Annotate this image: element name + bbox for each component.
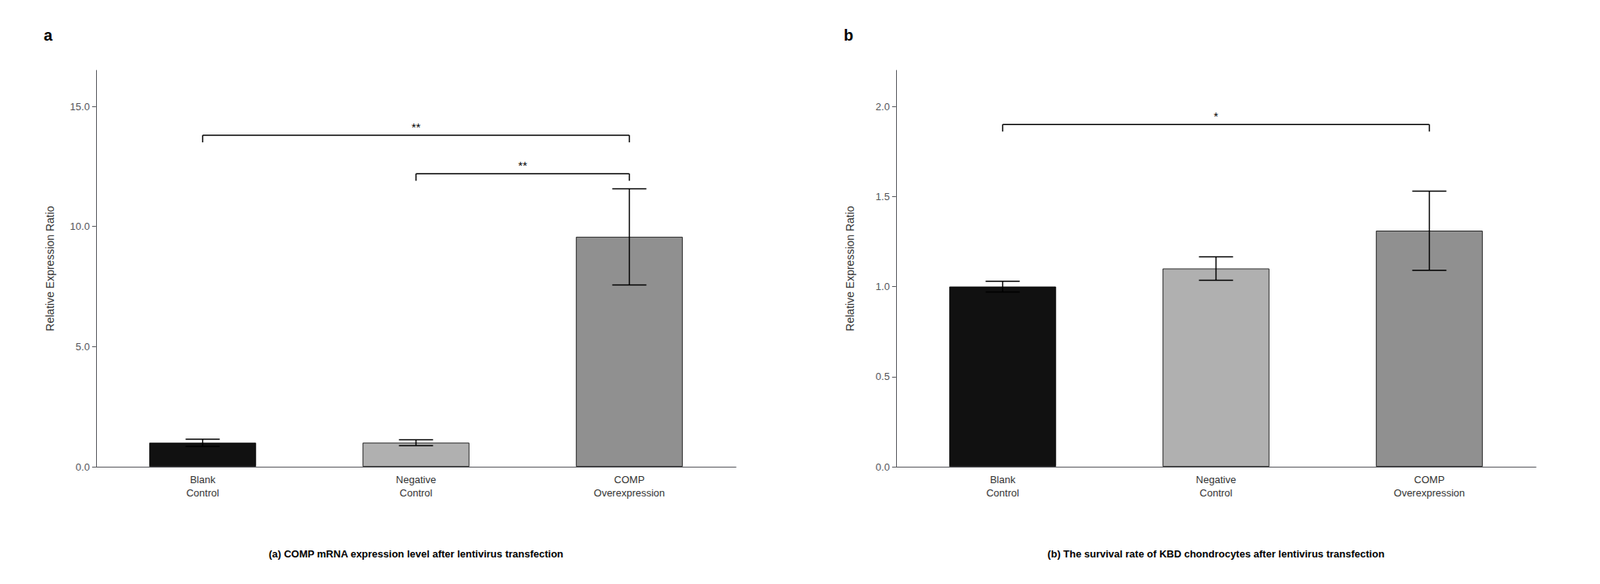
svg-text:2.0: 2.0: [875, 100, 890, 113]
svg-text:0.5: 0.5: [875, 370, 890, 383]
svg-text:5.0: 5.0: [75, 340, 90, 353]
svg-text:0.0: 0.0: [75, 460, 90, 473]
svg-text:COMP: COMP: [614, 473, 645, 486]
svg-text:(b) The survival rate of KBD c: (b) The survival rate of KBD chondrocyte…: [1047, 547, 1385, 560]
svg-text:Negative: Negative: [396, 473, 436, 486]
svg-text:0.0: 0.0: [875, 460, 890, 473]
svg-text:Negative: Negative: [1196, 473, 1236, 486]
svg-text:Control: Control: [985, 486, 1019, 499]
svg-text:b: b: [843, 26, 854, 44]
svg-text:10.0: 10.0: [70, 220, 90, 233]
svg-text:**: **: [411, 120, 422, 134]
svg-text:*: *: [1214, 109, 1219, 123]
svg-text:Relative Expression Ratio: Relative Expression Ratio: [43, 205, 57, 332]
svg-text:a: a: [43, 26, 54, 44]
svg-text:**: **: [517, 158, 528, 172]
svg-text:1.0: 1.0: [875, 280, 890, 293]
svg-text:Relative Expression Ratio: Relative Expression Ratio: [843, 205, 857, 332]
svg-text:Blank: Blank: [189, 473, 216, 486]
svg-text:Overexpression: Overexpression: [1393, 486, 1465, 499]
svg-text:(a) COMP mRNA expression level: (a) COMP mRNA expression level after len…: [268, 547, 564, 560]
svg-text:1.5: 1.5: [875, 190, 890, 203]
svg-text:Overexpression: Overexpression: [593, 486, 665, 499]
svg-text:Control: Control: [185, 486, 219, 499]
svg-text:COMP: COMP: [1414, 473, 1445, 486]
svg-text:15.0: 15.0: [70, 100, 90, 113]
svg-text:Control: Control: [400, 486, 433, 499]
svg-text:Control: Control: [1200, 486, 1233, 499]
svg-text:Blank: Blank: [989, 473, 1016, 486]
